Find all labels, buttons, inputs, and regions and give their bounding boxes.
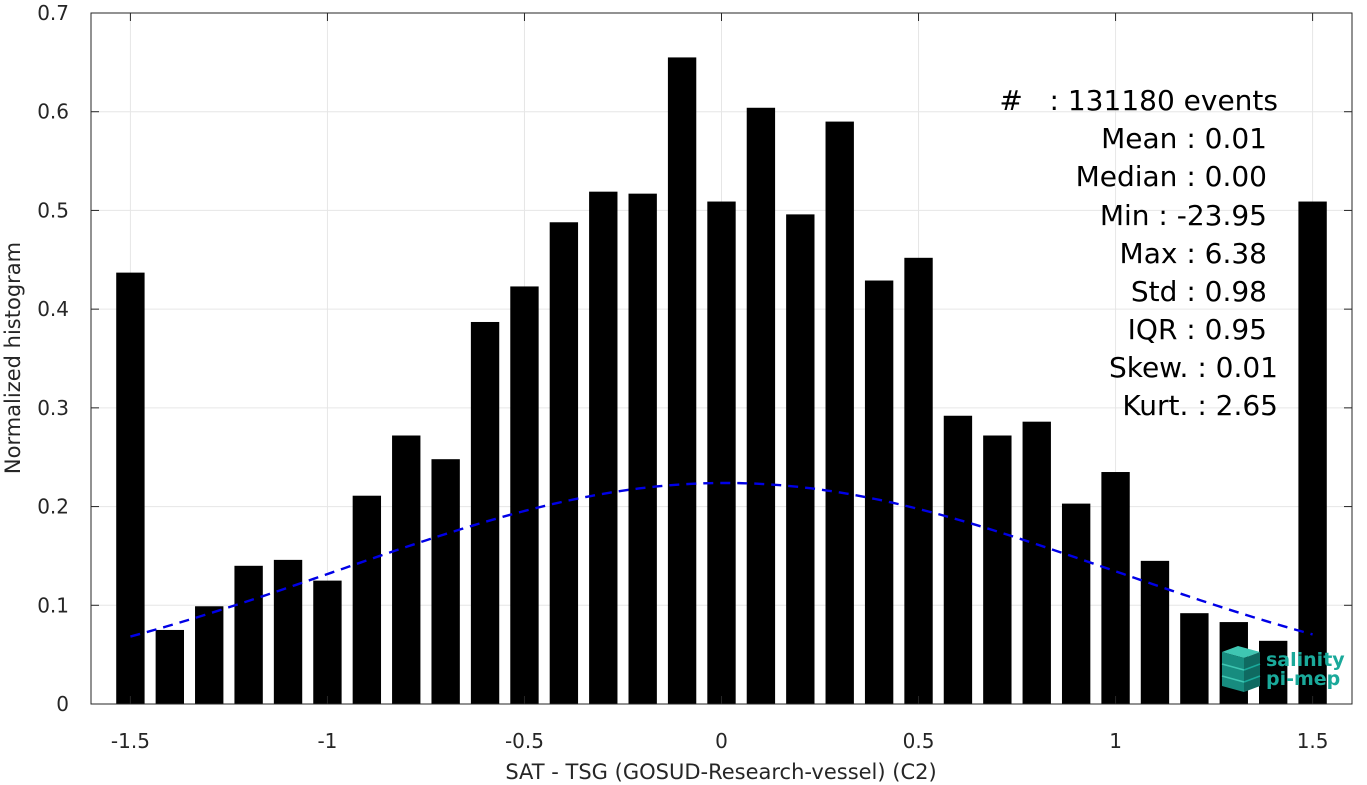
stat-iqr: IQR : 0.95 — [1128, 313, 1267, 346]
bar-24 — [1061, 503, 1091, 704]
bar-12 — [589, 191, 618, 705]
stat-kurt: Kurt. : 2.65 — [1122, 389, 1278, 422]
stat-skew: Skew. : 0.01 — [1109, 351, 1278, 384]
bar-23 — [1022, 421, 1051, 704]
bar-29 — [1259, 640, 1288, 704]
bar-27 — [1180, 613, 1209, 704]
salinity-pimep-logo: salinity pi-mep — [1221, 646, 1345, 692]
stat-median: Median : 0.00 — [1076, 160, 1267, 193]
bar-5 — [313, 580, 342, 704]
x-axis-ticks: -1.5 -1 -0.5 0 0.5 1 1.5 — [111, 13, 1329, 753]
x-tick-label-1: -1 — [317, 729, 337, 753]
y-tick-label-4: 0.4 — [37, 297, 69, 321]
bar-17 — [786, 214, 815, 704]
stat-min: Min : -23.95 — [1100, 199, 1267, 232]
x-tick-label-3: 0 — [715, 729, 728, 753]
stat-mean: Mean : 0.01 — [1101, 122, 1267, 155]
gaussian-fit-curve — [130, 481, 1313, 638]
y-tick-label-1: 0.1 — [37, 593, 69, 617]
stat-max: Max : 6.38 — [1120, 237, 1267, 270]
x-tick-label-0: -1.5 — [111, 729, 150, 753]
y-tick-label-7: 0.7 — [37, 1, 69, 25]
stat-std: Std : 0.98 — [1131, 275, 1267, 308]
bar-3 — [234, 565, 263, 704]
bar-18 — [825, 121, 854, 705]
y-tick-label-6: 0.6 — [37, 100, 69, 124]
y-axis-ticks: 0 0.1 0.2 0.3 0.4 0.5 0.6 0.7 — [37, 1, 1352, 716]
bars — [116, 57, 1327, 705]
x-tick-label-4: 0.5 — [903, 729, 935, 753]
bar-7 — [392, 435, 421, 704]
bar-16 — [746, 107, 776, 704]
bar-2 — [195, 606, 224, 704]
bar-11 — [549, 222, 579, 704]
bar-10 — [510, 286, 539, 704]
x-tick-label-6: 1.5 — [1297, 729, 1329, 753]
bar-6 — [352, 495, 382, 704]
bar-21 — [943, 415, 973, 704]
y-tick-label-2: 0.2 — [37, 495, 69, 519]
x-axis-title: SAT - TSG (GOSUD-Research-vessel) (C2) — [505, 760, 936, 784]
bar-8 — [431, 459, 460, 704]
bar-1 — [155, 629, 184, 704]
bar-9 — [470, 321, 500, 704]
logo-line1: salinity — [1266, 649, 1345, 671]
bar-20 — [904, 257, 933, 704]
bar-22 — [983, 435, 1012, 704]
stat-events: # : 131180 events — [999, 84, 1278, 117]
bar-19 — [864, 280, 894, 704]
bar-26 — [1140, 560, 1170, 704]
x-tick-label-2: -0.5 — [505, 729, 544, 753]
y-axis-title: Normalized histogram — [1, 242, 25, 474]
bar-0 — [116, 272, 145, 704]
bar-14 — [667, 57, 697, 705]
bar-15 — [707, 201, 736, 705]
y-tick-label-3: 0.3 — [37, 396, 69, 420]
x-tick-label-5: 1 — [1109, 729, 1122, 753]
y-tick-label-5: 0.5 — [37, 198, 69, 222]
stats-box: # : 131180 events Mean : 0.01 Median : 0… — [999, 84, 1278, 422]
y-tick-label-0: 0 — [56, 692, 69, 716]
bar-4 — [273, 559, 303, 704]
bar-25 — [1101, 472, 1130, 704]
bar-13 — [628, 193, 657, 704]
bar-30 — [1298, 201, 1327, 705]
logo-cube-icon — [1221, 646, 1261, 692]
logo-line2: pi-mep — [1266, 668, 1340, 690]
